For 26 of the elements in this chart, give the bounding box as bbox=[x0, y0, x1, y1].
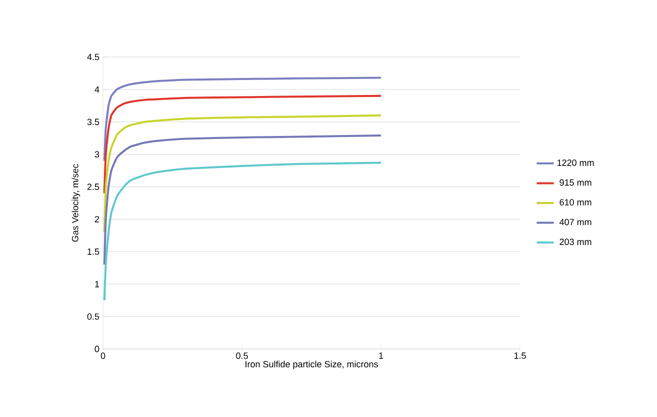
x-tick-label: 0 bbox=[100, 352, 106, 359]
y-tick-label: 2.5 bbox=[87, 184, 100, 190]
line-series bbox=[103, 76, 382, 162]
y-tick-label: 3 bbox=[94, 151, 100, 158]
x-tick-label: 1.5 bbox=[514, 352, 526, 359]
legend-label: 610 mm bbox=[560, 199, 592, 206]
line-series bbox=[103, 162, 382, 302]
y-tick-label: 2 bbox=[94, 216, 100, 222]
x-tick-label: 0.5 bbox=[236, 352, 248, 359]
x-tick-label: 1 bbox=[379, 352, 384, 359]
line-series bbox=[103, 94, 382, 194]
y-tick-label: 1 bbox=[95, 281, 100, 288]
y-tick-label: 1.5 bbox=[88, 248, 100, 255]
y-tick-label: 4.5 bbox=[87, 54, 100, 60]
x-axis-title: Iron Sulfide particle Size, microns bbox=[246, 360, 378, 370]
line-series bbox=[103, 134, 382, 266]
y-tick-label: 0 bbox=[94, 346, 100, 352]
legend-label: 915 mm bbox=[560, 179, 592, 186]
line-series bbox=[103, 114, 382, 234]
legend-label: 407 mm bbox=[559, 218, 592, 226]
y-axis-title: Gas Velocity, m/sec bbox=[72, 164, 80, 242]
y-tick-label: 3.5 bbox=[87, 118, 100, 126]
legend-label: 203 mm bbox=[560, 238, 592, 246]
y-tick-label: 4 bbox=[94, 86, 100, 93]
legend-label: 1220 mm bbox=[557, 160, 594, 166]
y-tick-label: 0.5 bbox=[87, 313, 100, 320]
